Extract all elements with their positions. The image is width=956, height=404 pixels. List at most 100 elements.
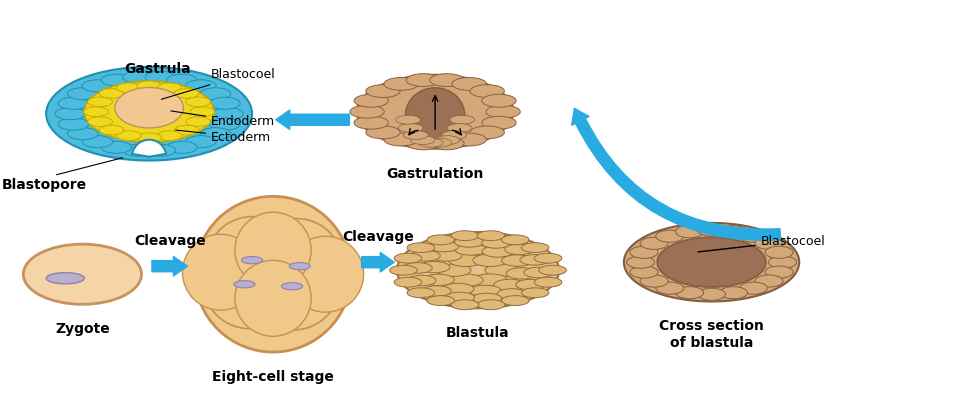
Ellipse shape bbox=[469, 285, 501, 297]
Ellipse shape bbox=[213, 108, 244, 120]
Ellipse shape bbox=[166, 141, 197, 154]
Ellipse shape bbox=[419, 138, 444, 147]
Ellipse shape bbox=[403, 130, 428, 139]
Ellipse shape bbox=[137, 133, 162, 143]
Ellipse shape bbox=[354, 94, 388, 107]
Ellipse shape bbox=[174, 88, 199, 98]
Ellipse shape bbox=[482, 94, 516, 107]
Ellipse shape bbox=[442, 130, 467, 139]
Text: Cleavage: Cleavage bbox=[342, 230, 414, 244]
Ellipse shape bbox=[209, 97, 240, 109]
Text: Blastula: Blastula bbox=[446, 326, 510, 340]
Ellipse shape bbox=[201, 88, 230, 100]
Ellipse shape bbox=[720, 225, 748, 238]
Ellipse shape bbox=[394, 253, 422, 263]
Ellipse shape bbox=[454, 237, 484, 247]
Ellipse shape bbox=[502, 255, 533, 266]
Ellipse shape bbox=[242, 257, 263, 264]
Ellipse shape bbox=[765, 266, 793, 278]
Ellipse shape bbox=[473, 274, 508, 286]
Ellipse shape bbox=[656, 230, 684, 242]
Circle shape bbox=[195, 196, 351, 352]
Ellipse shape bbox=[137, 81, 162, 90]
Ellipse shape bbox=[451, 300, 479, 310]
Ellipse shape bbox=[122, 71, 153, 83]
Ellipse shape bbox=[46, 273, 84, 284]
Ellipse shape bbox=[209, 118, 240, 130]
Ellipse shape bbox=[234, 281, 255, 288]
Circle shape bbox=[288, 236, 363, 312]
FancyArrowPatch shape bbox=[276, 110, 349, 129]
Ellipse shape bbox=[54, 108, 85, 120]
Ellipse shape bbox=[430, 250, 462, 261]
Ellipse shape bbox=[406, 137, 441, 150]
Ellipse shape bbox=[185, 136, 216, 147]
Ellipse shape bbox=[101, 74, 132, 86]
Ellipse shape bbox=[505, 244, 534, 255]
Ellipse shape bbox=[436, 264, 471, 276]
Ellipse shape bbox=[486, 105, 520, 118]
FancyArrowPatch shape bbox=[572, 108, 780, 240]
Ellipse shape bbox=[407, 243, 435, 252]
Ellipse shape bbox=[506, 267, 538, 279]
Ellipse shape bbox=[82, 80, 113, 92]
Ellipse shape bbox=[68, 128, 98, 140]
Ellipse shape bbox=[190, 107, 215, 116]
Ellipse shape bbox=[445, 292, 474, 303]
Ellipse shape bbox=[350, 105, 384, 118]
Text: Endoderm: Endoderm bbox=[171, 111, 275, 128]
Text: Zygote: Zygote bbox=[55, 322, 110, 336]
Ellipse shape bbox=[411, 250, 441, 261]
Ellipse shape bbox=[166, 74, 197, 86]
Ellipse shape bbox=[399, 124, 424, 133]
Text: Cross section
of blastula: Cross section of blastula bbox=[659, 320, 764, 349]
Ellipse shape bbox=[430, 137, 464, 150]
Ellipse shape bbox=[515, 279, 545, 290]
Ellipse shape bbox=[624, 223, 799, 301]
Ellipse shape bbox=[58, 97, 89, 109]
Ellipse shape bbox=[521, 288, 549, 298]
Ellipse shape bbox=[427, 296, 454, 305]
Ellipse shape bbox=[422, 286, 451, 297]
Ellipse shape bbox=[435, 136, 460, 145]
Text: Blastocoel: Blastocoel bbox=[162, 68, 276, 99]
Ellipse shape bbox=[447, 124, 472, 133]
Ellipse shape bbox=[384, 133, 419, 146]
Ellipse shape bbox=[626, 256, 655, 268]
Ellipse shape bbox=[410, 136, 435, 145]
Ellipse shape bbox=[448, 254, 483, 267]
Ellipse shape bbox=[482, 246, 514, 257]
Text: Blastopore: Blastopore bbox=[1, 179, 86, 192]
Ellipse shape bbox=[539, 265, 566, 275]
Ellipse shape bbox=[366, 85, 401, 97]
Ellipse shape bbox=[157, 131, 182, 141]
Ellipse shape bbox=[115, 88, 184, 128]
Ellipse shape bbox=[418, 261, 450, 273]
Ellipse shape bbox=[430, 74, 464, 86]
Ellipse shape bbox=[396, 115, 421, 124]
Ellipse shape bbox=[99, 88, 124, 98]
Ellipse shape bbox=[185, 97, 210, 107]
Ellipse shape bbox=[117, 131, 141, 141]
Ellipse shape bbox=[23, 244, 141, 304]
Text: Gastrula: Gastrula bbox=[124, 62, 190, 76]
Ellipse shape bbox=[406, 74, 441, 86]
Ellipse shape bbox=[201, 128, 230, 140]
Text: Cleavage: Cleavage bbox=[134, 234, 206, 248]
Ellipse shape bbox=[185, 80, 216, 92]
Ellipse shape bbox=[521, 243, 549, 252]
Ellipse shape bbox=[473, 254, 508, 267]
Ellipse shape bbox=[739, 230, 768, 242]
Ellipse shape bbox=[630, 266, 658, 278]
Text: Gastrulation: Gastrulation bbox=[386, 166, 484, 181]
Ellipse shape bbox=[482, 116, 516, 129]
Ellipse shape bbox=[477, 231, 505, 241]
Ellipse shape bbox=[451, 231, 479, 241]
Ellipse shape bbox=[145, 144, 176, 156]
Ellipse shape bbox=[117, 83, 141, 93]
Ellipse shape bbox=[524, 267, 554, 278]
Ellipse shape bbox=[534, 277, 562, 287]
Ellipse shape bbox=[502, 235, 529, 245]
Ellipse shape bbox=[470, 126, 505, 139]
Circle shape bbox=[183, 234, 259, 310]
